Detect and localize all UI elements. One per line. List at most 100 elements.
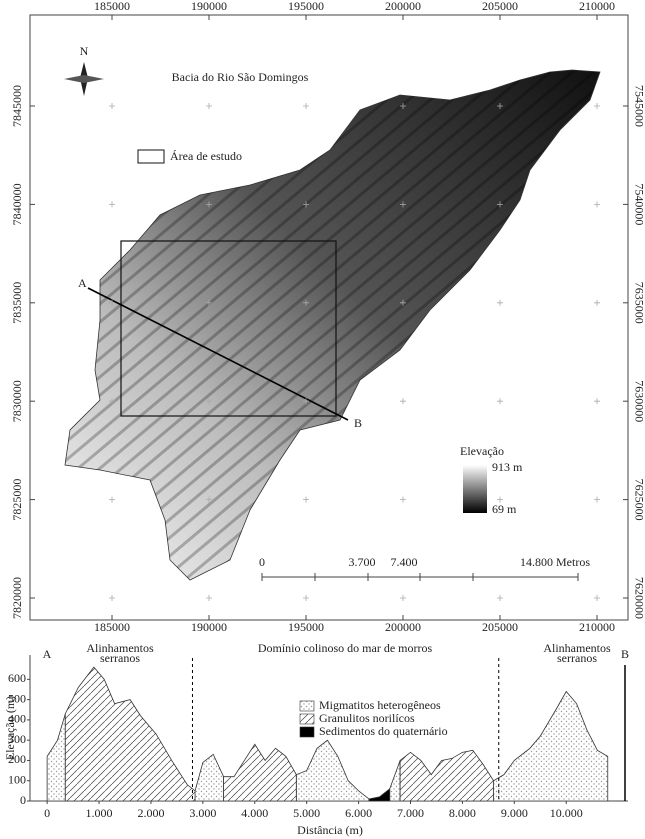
grid-cross [206,201,213,208]
study-area [120,240,337,417]
grid-cross [400,201,407,208]
map-x-label-bottom: 195000 [288,620,324,634]
x-tick-label: 10.000 [550,806,583,820]
elevation-min: 69 m [492,502,517,516]
x-tick-label: 4.000 [241,806,268,820]
x-tick-label: 2.000 [137,806,164,820]
grid-cross [109,398,116,405]
grid-cross [303,299,310,306]
grid-cross [400,496,407,503]
map-y-label-left: 7825000 [10,479,24,521]
y-tick-label: 300 [8,732,26,746]
region-label: Alinhamentos serranos [543,641,611,665]
y-tick-label: 0 [20,793,26,807]
grid-cross [206,496,213,503]
x-tick-label: 9.000 [501,806,528,820]
grid-cross [497,103,503,109]
scale-labels: 0 3.700 7.400 14.800 Metros [259,555,590,569]
grid-cross [400,594,407,601]
map-x-label-bottom: 210000 [579,620,615,634]
grid-cross [400,299,407,306]
legend-label: Migmatitos heterogêneos [319,698,441,712]
map-x-label-bottom: 185000 [94,620,130,634]
profile-area [194,753,225,802]
grid-cross [593,594,600,601]
point-a: A [78,276,87,290]
grid-cross [400,398,407,405]
north-label: N [80,44,89,58]
profile-line [87,287,349,421]
x-tick-label: 3.000 [189,806,216,820]
profile-area [368,788,391,802]
grid-cross [109,103,116,109]
grid-cross [303,201,310,208]
map-y-label-left: 7840000 [10,183,24,225]
y-tick-label: 500 [8,691,26,705]
map-y-label-right: 7625000 [632,479,645,521]
grid-cross [303,398,310,405]
grid-cross [593,398,600,405]
map-x-label-top: 195000 [288,0,324,13]
grid-cross [497,594,503,601]
grid-cross [593,299,600,306]
region-label: Domínio colinoso do mar de morros [258,641,433,655]
grid-cross [497,398,503,405]
end-label: B [621,647,629,661]
map-x-label-top: 190000 [191,0,227,13]
grid-cross [497,299,503,306]
elevation-title: Elevação [460,444,504,458]
y-tick-label: 600 [8,671,26,685]
grid-cross [497,496,503,503]
map-x-label-bottom: 205000 [482,620,518,634]
x-tick-label: 0 [44,806,50,820]
grid-cross [109,299,116,306]
north-arrow [64,62,104,96]
grid-cross [206,103,213,109]
grid-cross [593,201,600,208]
legend-area: Área de estudo [170,149,242,163]
legend-box [137,149,165,164]
x-tick-label: 1.000 [86,806,113,820]
scale-label: 3.700 [349,555,376,569]
map-y-label-left: 7820000 [10,577,24,619]
y-tick-label: 400 [8,712,26,726]
map-x-label-bottom: 200000 [385,620,421,634]
profile-area [295,739,370,802]
profile-area [493,690,609,802]
map-y-label-right: 7545000 [632,85,645,127]
x-axis-title: Distância (m) [297,823,363,837]
grid-cross [109,201,116,208]
legend-swatch [299,713,315,725]
profile-area [399,749,494,802]
profile-area [223,743,297,802]
start-label: A [43,647,52,661]
y-tick-label: 200 [8,752,26,766]
scale-label: 7.400 [391,555,418,569]
x-tick-label: 7.000 [397,806,424,820]
grid-cross [109,594,116,601]
y-axis-title: Elevação (m) [3,696,17,760]
map-x-label-top: 210000 [579,0,615,13]
grid-cross [593,496,600,503]
elevation-max: 913 m [492,460,523,474]
map-x-label-top: 185000 [94,0,130,13]
scale-label: 0 [259,555,265,569]
legend-swatch [299,700,315,712]
y-tick-label: 100 [8,772,26,786]
grid-cross [400,103,407,109]
profile-area [389,760,401,802]
x-tick-label: 8.000 [449,806,476,820]
map-x-label-top: 200000 [385,0,421,13]
grid-cross [303,496,310,503]
scale-label: 14.800 Metros [520,555,590,569]
x-tick-label: 5.000 [293,806,320,820]
grid-cross [206,398,213,405]
grid-cross [497,201,503,208]
elevation-bar [463,465,487,513]
scale-bar [261,573,579,581]
map-y-label-right: 7540000 [632,183,645,225]
map-y-label-right: 7635000 [632,282,645,324]
